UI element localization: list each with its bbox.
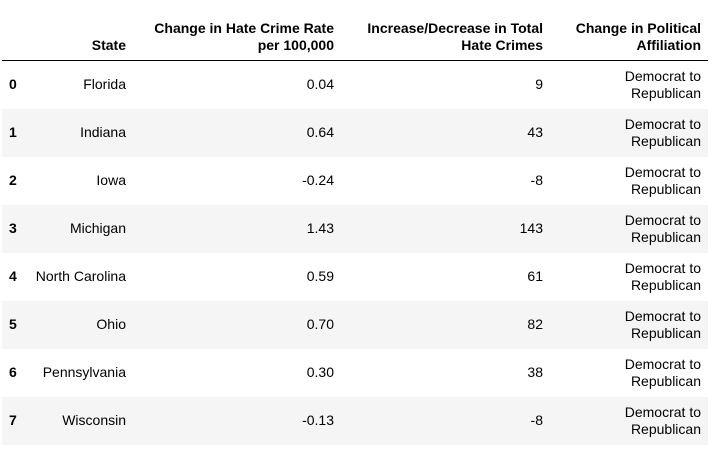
row-index: 2 <box>9 172 17 188</box>
cell-rate: -0.24 <box>302 172 334 188</box>
cell-party: Democrat to Republican <box>624 115 701 149</box>
cell-party: Democrat to Republican <box>624 67 701 101</box>
cell-total: 143 <box>519 220 543 236</box>
cell-state: Wisconsin <box>62 412 126 428</box>
header-total-hate-crimes-change: Increase/Decrease in Total Hate Crimes <box>341 8 550 61</box>
cell-party: Democrat to Republican <box>624 259 701 293</box>
cell-party: Democrat to Republican <box>624 403 701 437</box>
row-index: 6 <box>9 364 17 380</box>
cell-rate: 0.70 <box>306 316 334 332</box>
table-row: 3 Michigan 1.43 143 Democrat to Republic… <box>2 204 708 253</box>
cell-rate: 0.30 <box>306 364 334 380</box>
cell-state: Iowa <box>96 172 126 188</box>
row-index: 0 <box>9 76 17 93</box>
cell-rate: -0.13 <box>302 412 334 428</box>
row-index: 3 <box>9 220 17 236</box>
cell-total: -8 <box>530 412 543 428</box>
row-index: 1 <box>9 124 17 140</box>
cell-state: Michigan <box>69 220 126 236</box>
cell-state: Florida <box>83 76 126 93</box>
row-index: 7 <box>9 412 17 428</box>
cell-total: -8 <box>530 172 543 188</box>
cell-total: 61 <box>527 268 543 284</box>
table-row: 5 Ohio 0.70 82 Democrat to Republican <box>2 300 708 349</box>
table-row: 2 Iowa -0.24 -8 Democrat to Republican <box>2 157 708 205</box>
cell-total: 43 <box>527 124 543 140</box>
cell-state: North Carolina <box>35 268 126 284</box>
cell-rate: 0.64 <box>306 124 334 140</box>
cell-total: 82 <box>527 316 543 332</box>
cell-rate: 0.04 <box>306 76 334 93</box>
cell-state: Indiana <box>80 124 126 140</box>
table-row: 7 Wisconsin -0.13 -8 Democrat to Republi… <box>2 396 708 445</box>
table-row: 4 North Carolina 0.59 61 Democrat to Rep… <box>2 253 708 301</box>
header-political-affiliation-change: Change in Political Affiliation <box>550 8 708 61</box>
cell-party: Democrat to Republican <box>624 163 701 197</box>
row-index: 4 <box>9 268 17 284</box>
row-index: 5 <box>9 316 17 332</box>
cell-state: Ohio <box>96 316 126 332</box>
header-index <box>2 8 28 61</box>
cell-party: Democrat to Republican <box>624 355 701 389</box>
cell-party: Democrat to Republican <box>624 211 701 245</box>
table-header-row: State Change in Hate Crime Rate per 100,… <box>2 8 708 61</box>
header-state: State <box>28 8 133 61</box>
cell-state: Pennsylvania <box>42 364 126 380</box>
cell-total: 38 <box>527 364 543 380</box>
header-hate-crime-rate-change: Change in Hate Crime Rate per 100,000 <box>133 8 341 61</box>
table-row: 1 Indiana 0.64 43 Democrat to Republican <box>2 108 708 157</box>
cell-party: Democrat to Republican <box>624 307 701 341</box>
cell-total: 9 <box>535 76 543 93</box>
cell-rate: 0.59 <box>306 268 334 284</box>
table-row: 0 Florida 0.04 9 Democrat to Republican <box>2 61 708 109</box>
dataframe-table: State Change in Hate Crime Rate per 100,… <box>2 8 708 445</box>
table-row: 6 Pennsylvania 0.30 38 Democrat to Repub… <box>2 349 708 397</box>
cell-rate: 1.43 <box>306 220 334 236</box>
